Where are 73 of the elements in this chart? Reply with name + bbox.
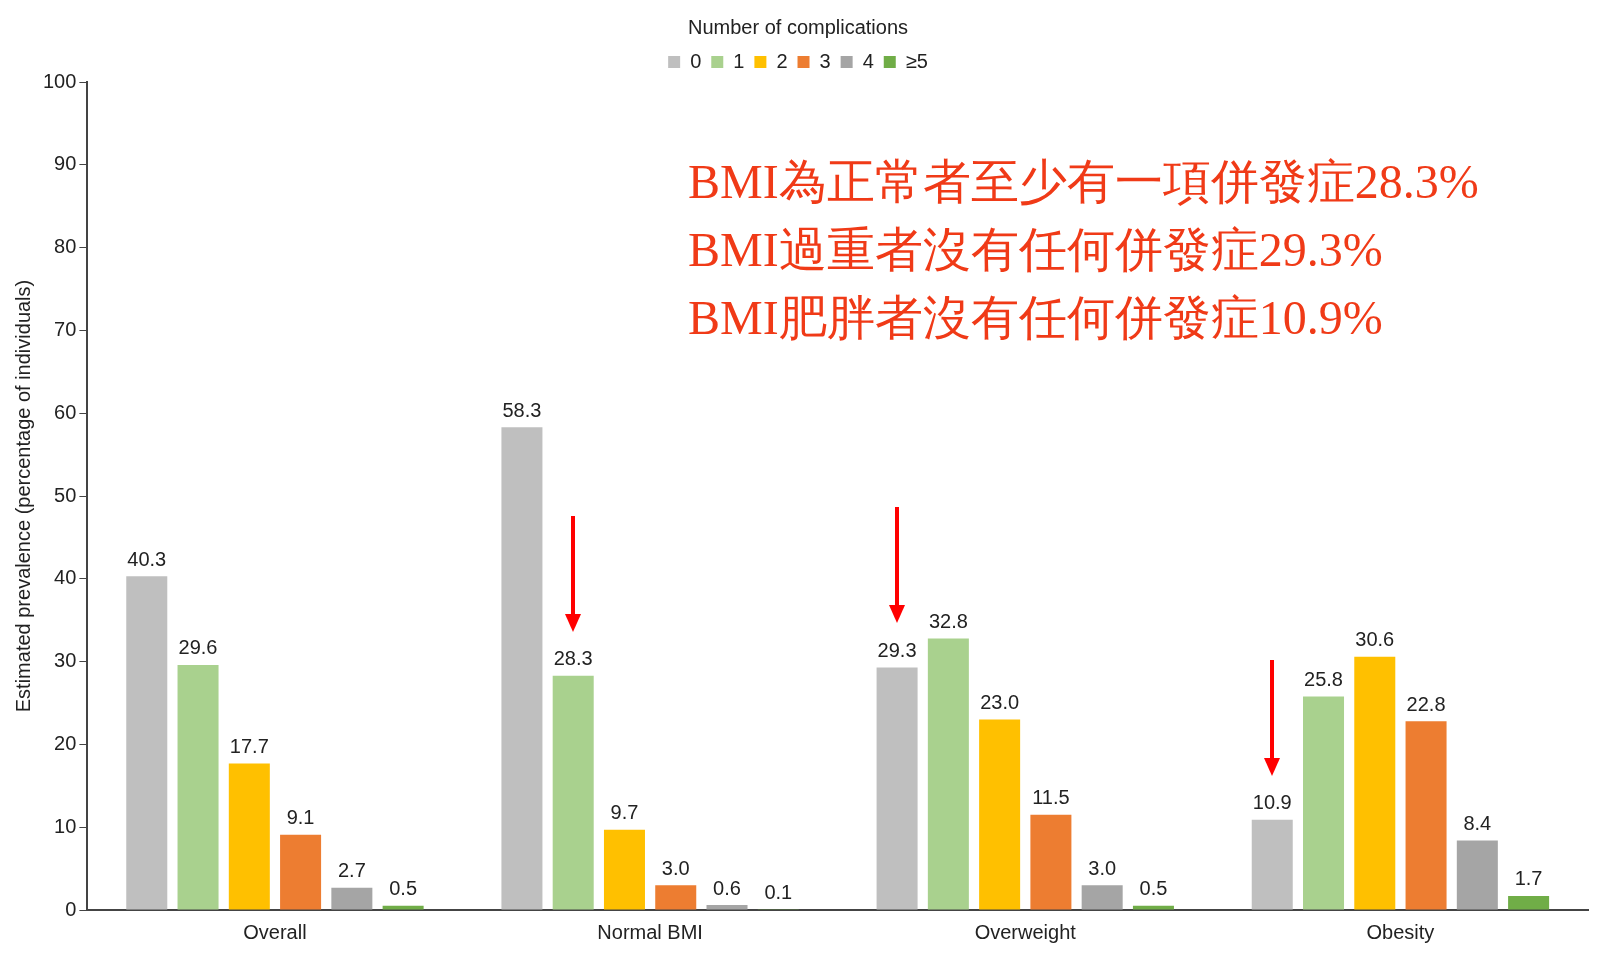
data-label: 3.0	[661, 856, 690, 879]
data-label: 23.0	[980, 691, 1020, 714]
y-tick-label: 30	[54, 649, 77, 672]
annotation: BMI肥胖者沒有任何併發症10.9%	[688, 290, 1384, 346]
data-label: 30.6	[1355, 628, 1395, 651]
data-label: 28.3	[553, 647, 593, 670]
data-label: 25.8	[1304, 667, 1343, 690]
y-tick-label: 0	[65, 897, 77, 920]
bar	[1132, 905, 1174, 910]
bar	[1405, 721, 1447, 910]
data-label: 8.4	[1463, 811, 1492, 834]
bar	[1030, 814, 1072, 910]
y-tick-label: 10	[54, 814, 77, 837]
data-label: 1.7	[1514, 867, 1543, 890]
x-tick-label: Normal BMI	[597, 920, 703, 943]
bar	[501, 427, 543, 910]
bar	[655, 885, 697, 910]
data-label: 0.5	[389, 877, 418, 900]
bar	[706, 905, 748, 910]
bar	[979, 719, 1021, 910]
legend-label: ≥5	[905, 49, 928, 72]
x-tick-label: Overall	[243, 920, 307, 943]
bar	[927, 638, 969, 910]
bar	[1354, 656, 1396, 910]
bar	[1508, 895, 1550, 910]
data-label: 22.8	[1406, 692, 1446, 715]
data-label: 0.5	[1139, 877, 1168, 900]
data-label: 32.8	[928, 609, 968, 632]
data-label: 29.3	[877, 638, 917, 661]
bar	[876, 667, 918, 910]
data-label: 17.7	[229, 734, 269, 757]
legend-label: 0	[690, 49, 702, 72]
bar	[331, 887, 373, 910]
legend-label: 2	[776, 49, 788, 72]
legend-title: Number of complications	[687, 15, 909, 38]
legend-label: 1	[733, 49, 745, 72]
data-label: 3.0	[1088, 856, 1117, 879]
bar	[382, 905, 424, 910]
y-tick-label: 90	[54, 152, 77, 175]
y-tick-label: 20	[54, 731, 77, 754]
bar	[1456, 840, 1498, 910]
data-label: 0.6	[713, 876, 741, 899]
y-axis-title: Estimated prevalence (percentage of individuals)	[11, 279, 34, 713]
data-label: 11.5	[1032, 786, 1070, 809]
legend-label: 4	[862, 49, 874, 72]
data-label: 2.7	[337, 859, 366, 882]
x-tick-label: Obesity	[1366, 920, 1435, 943]
bar	[228, 763, 270, 910]
data-label: 10.9	[1252, 791, 1292, 814]
y-tick-label: 40	[54, 566, 77, 589]
bar	[126, 576, 168, 910]
y-tick-label: 60	[54, 400, 77, 423]
legend-label: 3	[819, 49, 831, 72]
y-tick-label: 70	[54, 317, 77, 340]
y-tick-label: 80	[54, 235, 77, 258]
bar	[177, 664, 219, 910]
bar	[1081, 885, 1123, 910]
bar	[1251, 819, 1293, 910]
annotation: BMI為正常者至少有一項併發症28.3%	[688, 154, 1479, 210]
x-tick-label: Overweight	[974, 920, 1077, 943]
data-label: 9.1	[286, 806, 315, 829]
bar	[280, 834, 322, 910]
bar	[1303, 696, 1345, 910]
data-label: 40.3	[127, 547, 167, 570]
data-label: 9.7	[610, 801, 639, 824]
data-label: 58.3	[502, 398, 542, 421]
bar	[603, 829, 645, 910]
data-label: 29.6	[178, 636, 218, 659]
y-tick-label: 100	[42, 69, 77, 92]
y-tick-label: 50	[54, 483, 77, 506]
annotation: BMI過重者沒有任何併發症29.3%	[688, 222, 1384, 278]
bar	[552, 675, 594, 910]
data-label: 0.1	[764, 880, 793, 903]
